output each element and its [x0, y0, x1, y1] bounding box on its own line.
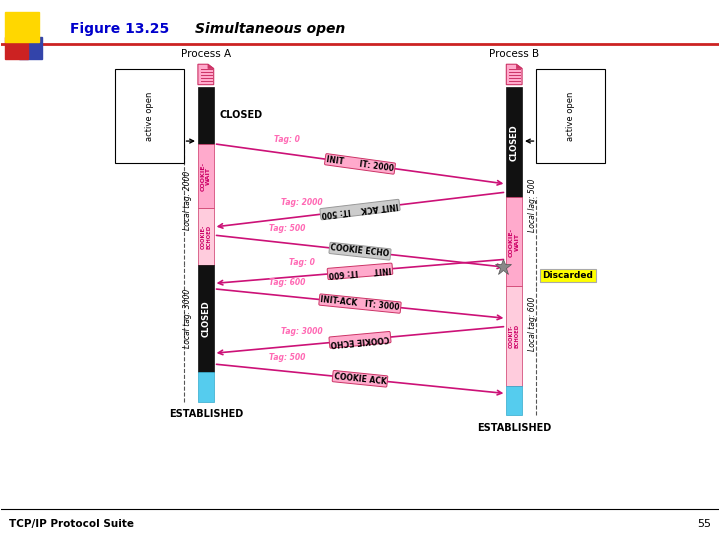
Text: Local tag: 2000: Local tag: 2000: [183, 171, 192, 230]
Text: active open: active open: [567, 91, 575, 140]
Text: ESTABLISHED: ESTABLISHED: [168, 409, 243, 419]
Bar: [115, 69, 184, 163]
Text: Tag: 500: Tag: 500: [269, 353, 305, 362]
Text: Tag: 2000: Tag: 2000: [281, 198, 323, 207]
Text: Tag: 500: Tag: 500: [269, 225, 305, 233]
Text: CLOSED: CLOSED: [220, 110, 263, 120]
Text: Local tag: 3000: Local tag: 3000: [183, 289, 192, 348]
Bar: [5, 12, 40, 42]
Text: COOKIE-
ECHOED: COOKIE- ECHOED: [200, 225, 211, 249]
Text: Process A: Process A: [181, 49, 231, 59]
Bar: [506, 286, 522, 386]
Text: Process B: Process B: [489, 49, 539, 59]
Text: Figure 13.25: Figure 13.25: [70, 22, 168, 36]
Text: COOKIE-
WAIT: COOKIE- WAIT: [509, 227, 520, 256]
Bar: [198, 208, 214, 265]
Text: COOKIE-
WAIT: COOKIE- WAIT: [200, 161, 211, 191]
Text: COOKIE ACK: COOKIE ACK: [333, 372, 387, 386]
Polygon shape: [516, 64, 522, 69]
Text: Tag: 3000: Tag: 3000: [281, 327, 323, 335]
Text: COOKIE ECHO: COOKIE ECHO: [330, 244, 390, 259]
Bar: [506, 87, 522, 198]
Text: Tag: 600: Tag: 600: [269, 278, 305, 287]
Text: Discarded: Discarded: [543, 271, 593, 280]
Polygon shape: [208, 64, 214, 69]
Text: CLOSED: CLOSED: [510, 124, 518, 160]
Text: COOKIE ECHO: COOKIE ECHO: [330, 333, 390, 347]
Bar: [19, 37, 42, 59]
Text: COOKIT-
ECHOED: COOKIT- ECHOED: [509, 324, 520, 348]
Bar: [506, 386, 522, 415]
Text: TCP/IP Protocol Suite: TCP/IP Protocol Suite: [9, 518, 134, 529]
Bar: [198, 87, 214, 144]
Bar: [5, 37, 28, 59]
Bar: [198, 144, 214, 208]
Text: Local tag: 600: Local tag: 600: [528, 296, 537, 351]
Text: active open: active open: [145, 91, 153, 140]
Bar: [536, 69, 605, 163]
Text: Local lag: 500: Local lag: 500: [528, 179, 537, 232]
Bar: [198, 265, 214, 372]
Bar: [198, 372, 214, 402]
Text: Simultaneous open: Simultaneous open: [195, 22, 346, 36]
Text: INIT-ACK   IT: 3000: INIT-ACK IT: 3000: [320, 295, 400, 312]
Text: Tag: 0: Tag: 0: [274, 135, 300, 144]
Text: CLOSED: CLOSED: [202, 300, 210, 337]
Polygon shape: [198, 64, 214, 85]
Text: INIT      IT: 600: INIT IT: 600: [328, 264, 392, 279]
Text: 55: 55: [698, 518, 711, 529]
Polygon shape: [506, 64, 522, 85]
Text: Tag: 0: Tag: 0: [289, 258, 315, 267]
Text: INIT      IT: 2000: INIT IT: 2000: [325, 155, 395, 173]
Text: INIT ACK    IT: 500: INIT ACK IT: 500: [321, 200, 399, 219]
Text: ESTABLISHED: ESTABLISHED: [477, 423, 552, 433]
Bar: [506, 198, 522, 286]
